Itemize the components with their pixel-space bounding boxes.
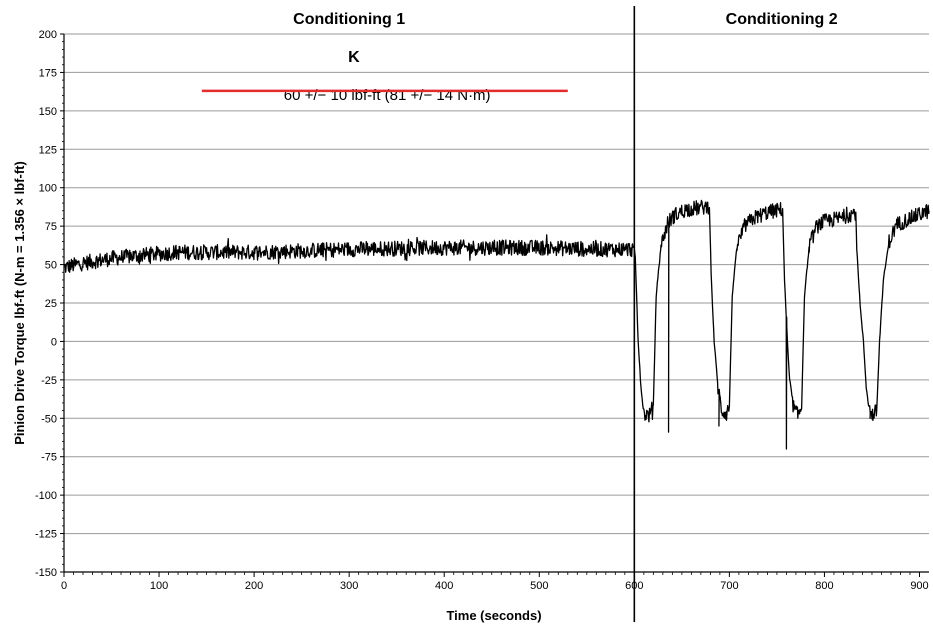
- y-tick-label: 125: [39, 144, 57, 156]
- y-tick-label: -50: [41, 413, 57, 425]
- x-axis-ticks: 0100200300400500600700800900: [61, 572, 929, 592]
- axes-frame: [63, 34, 929, 573]
- x-axis-title: Time (seconds): [446, 608, 541, 623]
- y-tick-label: -75: [41, 452, 57, 464]
- x-tick-label: 700: [720, 580, 738, 592]
- y-tick-label: -150: [35, 567, 57, 579]
- y-tick-label: 175: [39, 67, 57, 79]
- phase-title: Conditioning 2: [726, 11, 838, 28]
- marker-label-k: K: [348, 49, 360, 66]
- spec-label: 60 +/− 10 lbf-ft (81 +/− 14 N·m): [284, 87, 491, 104]
- y-tick-label: 200: [39, 29, 57, 41]
- phase-title: Conditioning 1: [293, 11, 405, 28]
- x-tick-label: 900: [910, 580, 928, 592]
- phase-titles: Conditioning 1 Conditioning 2: [293, 11, 838, 28]
- x-tick-label: 400: [435, 580, 453, 592]
- series-line-0: [63, 199, 930, 450]
- y-axis-ticks: 200 175 150 125 100 75 50 25 0 -25 -50 -75 -100 -125 -…: [35, 29, 64, 579]
- x-tick-label: 500: [530, 580, 548, 592]
- y-tick-label: 0: [51, 336, 57, 348]
- y-tick-label: 50: [45, 260, 57, 272]
- y-tick-label: -125: [35, 529, 57, 541]
- y-tick-label: -25: [41, 375, 57, 387]
- y-tick-label: -100: [35, 490, 57, 502]
- x-tick-label: 800: [815, 580, 833, 592]
- y-tick-label: 75: [45, 221, 57, 233]
- x-tick-label: 300: [340, 580, 358, 592]
- y-tick-label: 100: [39, 183, 57, 195]
- x-tick-label: 0: [61, 580, 67, 592]
- series-group: [63, 199, 930, 450]
- y-tick-label: 150: [39, 106, 57, 118]
- y-axis-title: Pinion Drive Torque lbf-ft (N-m = 1.356 …: [12, 161, 27, 445]
- x-tick-label: 100: [150, 580, 168, 592]
- annotations: K 60 +/− 10 lbf-ft (81 +/− 14 N·m): [201, 49, 568, 104]
- y-tick-label: 25: [45, 298, 57, 310]
- gridlines: [64, 33, 929, 573]
- x-tick-label: 200: [245, 580, 263, 592]
